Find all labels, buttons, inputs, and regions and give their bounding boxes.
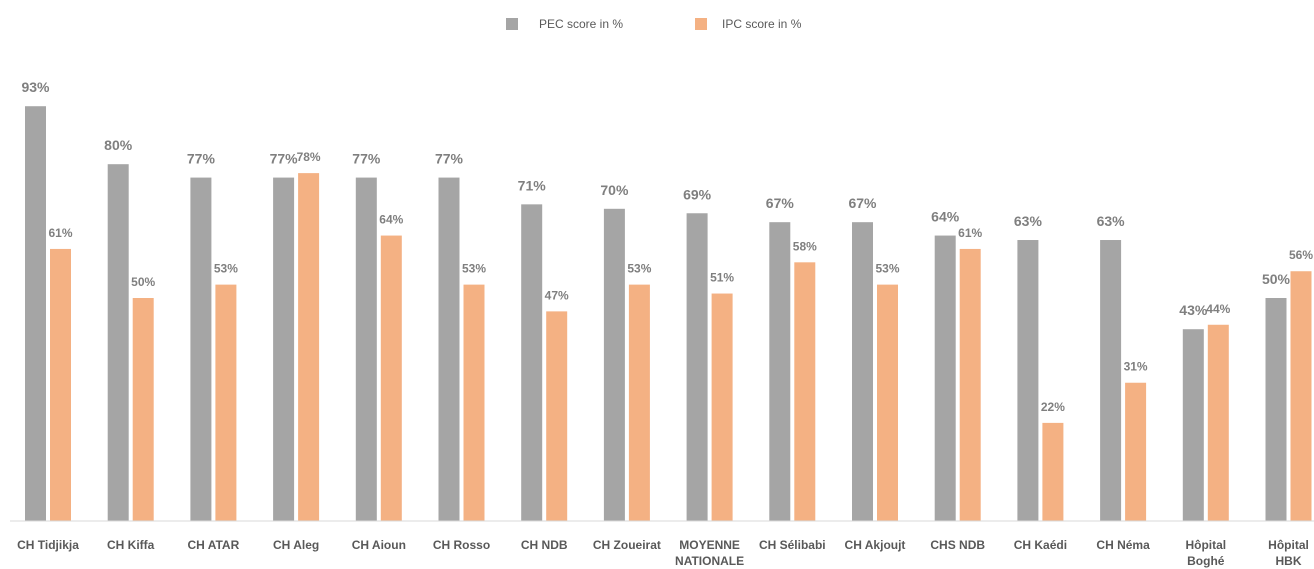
value-label-ipc: 47% — [545, 288, 569, 302]
bar-pec — [1100, 240, 1122, 521]
bar-ipc — [628, 284, 650, 521]
bar-ipc — [711, 293, 733, 521]
bar-ipc — [380, 235, 402, 521]
bar-pec — [107, 164, 129, 521]
value-label-ipc: 58% — [793, 239, 817, 253]
bar-ipc — [1207, 324, 1229, 521]
value-label-pec: 71% — [518, 177, 547, 193]
value-label-pec: 80% — [104, 137, 133, 153]
category-label: CH ATAR — [188, 538, 240, 552]
value-label-ipc: 53% — [462, 262, 486, 276]
category-label: CH Akjoujt — [845, 538, 906, 552]
bar-pec — [686, 213, 708, 521]
bar-ipc — [132, 298, 154, 521]
value-label-ipc: 53% — [875, 262, 899, 276]
bars-group — [25, 106, 1312, 522]
value-label-ipc: 44% — [1206, 302, 1230, 316]
category-label: Hôpital HBK — [1268, 538, 1309, 568]
value-label-pec: 63% — [1097, 213, 1126, 229]
value-label-pec: 70% — [600, 182, 629, 198]
category-label: Hôpital Boghé — [1185, 538, 1226, 568]
value-labels-group: 93%61%80%50%77%53%77%78% 77%64%77%53%71%4… — [21, 79, 1313, 414]
legend-label-ipc: IPC score in % — [722, 17, 802, 31]
value-label-pec: 77% — [187, 151, 216, 167]
category-label: MOYENNE NATIONALE — [675, 538, 744, 568]
bar-pec — [521, 204, 543, 521]
category-label: CH Sélibabi — [759, 538, 826, 552]
value-label-ipc: 53% — [627, 262, 651, 276]
bar-pec — [1182, 329, 1204, 521]
bar-ipc — [794, 262, 816, 521]
bar-pec — [934, 235, 956, 521]
value-label-pec: 50% — [1262, 271, 1291, 287]
category-label: CH Kiffa — [107, 538, 155, 552]
value-label-pec: 77% — [435, 151, 464, 167]
category-label: CH Tidjikja — [17, 538, 79, 552]
value-label-pec: 63% — [1014, 213, 1043, 229]
bar-ipc — [1125, 382, 1147, 521]
bar-ipc — [463, 284, 485, 521]
value-label-pec: 69% — [683, 186, 712, 202]
value-label-ipc: 31% — [1124, 360, 1148, 374]
value-label-ipc: 78% — [297, 150, 321, 164]
bar-pec — [25, 106, 46, 521]
value-label-pec: 43% — [1179, 302, 1208, 318]
category-label: CH Aioun — [352, 538, 406, 552]
value-label-pec: 93% — [21, 79, 50, 95]
legend-swatch-ipc — [695, 18, 707, 30]
legend-swatch-pec — [506, 18, 518, 30]
value-label-pec: 64% — [931, 209, 960, 225]
legend-label-pec: PEC score in % — [539, 17, 623, 31]
chart-legend: PEC score in % IPC score in % — [506, 17, 802, 31]
bar-ipc — [1042, 422, 1064, 521]
value-label-ipc: 56% — [1289, 248, 1313, 262]
category-label: CH NDB — [521, 538, 568, 552]
value-label-ipc: 64% — [379, 213, 403, 227]
category-labels-group: CH Tidjikja CH Kiffa CH ATAR CH Aleg CH Aiou… — [17, 538, 1309, 568]
value-label-ipc: 61% — [958, 226, 982, 240]
bar-ipc — [546, 311, 568, 521]
category-label: CH Kaédi — [1014, 538, 1067, 552]
bar-pec — [1265, 298, 1287, 521]
value-label-pec: 67% — [766, 195, 795, 211]
bar-ipc — [298, 173, 320, 521]
bar-ipc — [959, 248, 981, 521]
category-label: CHS NDB — [930, 538, 985, 552]
value-label-pec: 67% — [848, 195, 877, 211]
value-label-ipc: 51% — [710, 271, 734, 285]
value-label-pec: 77% — [270, 151, 299, 167]
bar-ipc — [877, 284, 898, 521]
bar-ipc — [1290, 271, 1312, 521]
bar-pec — [603, 208, 625, 522]
value-label-ipc: 61% — [48, 226, 72, 240]
category-label: CH Rosso — [433, 538, 490, 552]
value-label-pec: 77% — [352, 151, 381, 167]
bar-pec — [1017, 240, 1039, 521]
bar-pec — [769, 222, 791, 521]
bar-pec — [852, 222, 873, 521]
category-label: CH Aleg — [273, 538, 319, 552]
bar-pec — [273, 177, 295, 521]
bar-ipc — [50, 248, 71, 521]
bar-pec — [190, 177, 212, 521]
bar-pec — [355, 177, 377, 521]
value-label-ipc: 53% — [214, 262, 238, 276]
category-label: CH Néma — [1096, 538, 1150, 552]
value-label-ipc: 22% — [1041, 400, 1065, 414]
bar-ipc — [215, 284, 237, 521]
category-label: CH Zoueirat — [593, 538, 661, 552]
value-label-ipc: 50% — [131, 275, 155, 289]
bar-pec — [438, 177, 460, 521]
